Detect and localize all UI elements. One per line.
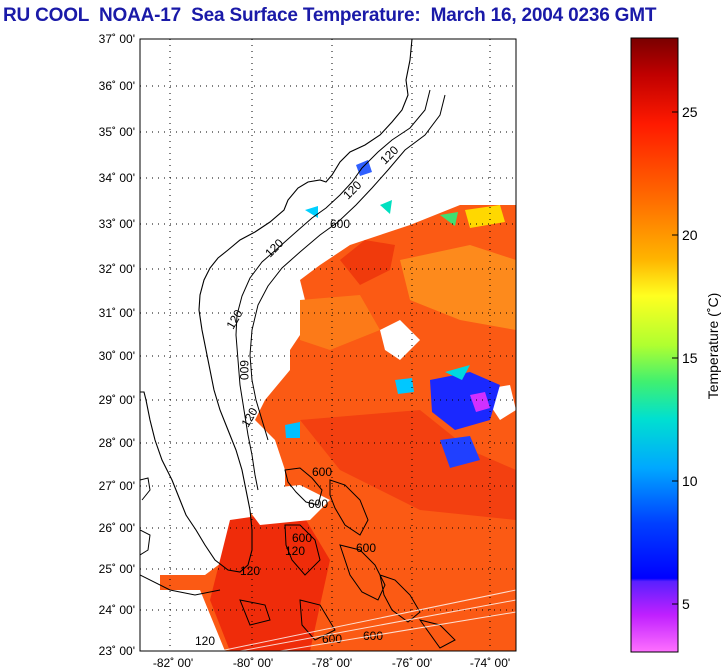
cold-patch	[285, 422, 300, 438]
isobath-label: 600	[312, 465, 332, 479]
isobath-label: 600	[308, 497, 328, 511]
sst-cool-patch	[300, 295, 380, 350]
lon-label: -78˚ 00'	[312, 656, 352, 670]
sst-warm-patch	[210, 510, 330, 651]
map-frame	[139, 38, 517, 652]
cold-patch	[356, 160, 372, 176]
cold-patch	[305, 206, 318, 218]
colorbar-tick-label: 25	[682, 104, 698, 120]
sst-warm-patch	[340, 240, 395, 285]
coastline	[140, 477, 151, 556]
lon-label: -74˚ 00'	[470, 656, 510, 670]
colorbar-gradient	[630, 37, 679, 653]
cold-patch	[440, 436, 480, 468]
cold-patch	[395, 378, 414, 394]
lat-label: 31˚ 00'	[99, 306, 135, 320]
isobath-label: 600	[237, 360, 251, 380]
isobath-label: 120	[195, 634, 215, 648]
lat-label: 33˚ 00'	[99, 217, 135, 231]
cold-patch	[465, 205, 505, 228]
lat-label: 32˚ 00'	[99, 262, 135, 276]
lat-label: 37˚ 00'	[99, 32, 135, 46]
lon-label: -76˚ 00'	[392, 656, 432, 670]
lat-label: 25˚ 00'	[99, 562, 135, 576]
lat-label: 26˚ 00'	[99, 521, 135, 535]
lat-label: 30˚ 00'	[99, 349, 135, 363]
lat-label: 23˚ 00'	[99, 644, 135, 658]
colorbar-tick-label: 5	[682, 596, 690, 612]
colorbar-title: Temperature (˚C)	[705, 293, 721, 400]
isobath-label: 120	[285, 544, 305, 558]
cold-patch	[440, 212, 458, 226]
isobath-label: 600	[330, 217, 350, 231]
lat-label: 35˚ 00'	[99, 125, 135, 139]
lon-label: -80˚ 00'	[233, 656, 273, 670]
lat-label: 36˚ 00'	[99, 79, 135, 93]
coastline	[140, 39, 413, 573]
lat-label: 34˚ 00'	[99, 171, 135, 185]
cold-patch	[380, 200, 392, 214]
isobath-label: 600	[292, 531, 312, 545]
cloud-gap	[245, 485, 330, 525]
cloud-gap	[380, 320, 420, 360]
lon-label: -82˚ 00'	[153, 656, 193, 670]
swath-edge	[219, 589, 516, 651]
colorbar-tick-label: 10	[682, 473, 698, 489]
coastline	[140, 574, 221, 596]
colorbar-tick-label: 20	[682, 227, 698, 243]
isobath-120	[235, 89, 431, 491]
lat-label: 28˚ 00'	[99, 436, 135, 450]
colorbar: 25 20 15 10 5 Temperature (˚C)	[630, 37, 721, 653]
sst-cool-patch	[400, 245, 516, 330]
isobath-600	[249, 94, 446, 441]
colorbar-tick-label: 15	[682, 350, 698, 366]
lat-label: 27˚ 00'	[99, 479, 135, 493]
cold-patch	[470, 392, 490, 412]
isobath-label: 120	[240, 564, 260, 578]
page-title: RU COOL NOAA-17 Sea Surface Temperature:…	[3, 5, 657, 26]
lat-label: 24˚ 00'	[99, 603, 135, 617]
cold-patch	[430, 372, 500, 430]
sst-warm-patch	[300, 410, 516, 520]
cold-patch	[445, 365, 470, 380]
map-panel: 120 120 120 120 120 120 600 600 600 600 …	[140, 39, 516, 651]
isobath-label: 600	[322, 632, 342, 646]
lat-label: 29˚ 00'	[99, 393, 135, 407]
isobath-label: 600	[356, 541, 376, 555]
